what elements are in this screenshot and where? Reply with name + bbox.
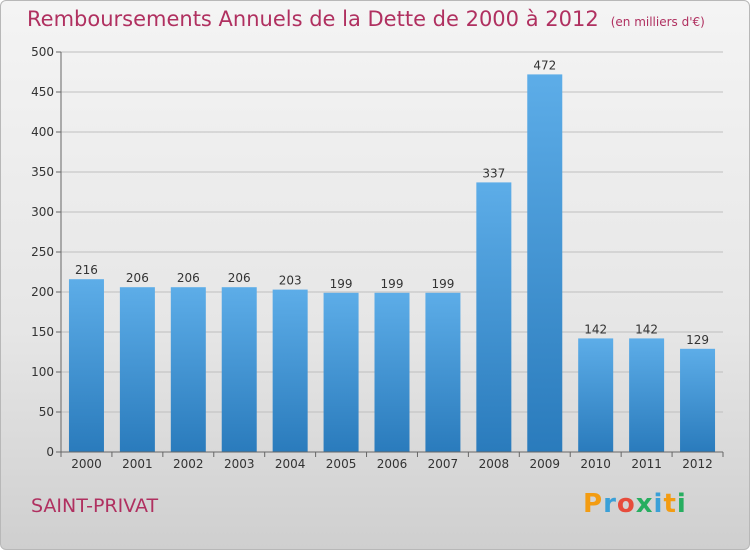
x-axis-ticks: 2000 2001 2002 2003 2004 2005 2006 2007 2008 2009… bbox=[60, 452, 724, 471]
logo-letter: o bbox=[616, 489, 636, 519]
data-label: 142 bbox=[635, 322, 658, 336]
bar bbox=[119, 287, 155, 452]
x-tick-label: 2002 bbox=[173, 457, 204, 471]
data-label: 199 bbox=[431, 277, 454, 291]
data-label: 199 bbox=[330, 277, 353, 291]
data-label: 206 bbox=[126, 271, 149, 285]
y-tick-label: 300 bbox=[31, 205, 54, 219]
x-tick-label: 2007 bbox=[428, 457, 459, 471]
y-tick-label: 500 bbox=[31, 45, 54, 59]
bar bbox=[629, 338, 665, 452]
logo-letter: x bbox=[635, 489, 654, 519]
data-label: 337 bbox=[482, 166, 505, 180]
town-name: SAINT-PRIVAT bbox=[31, 495, 159, 517]
data-label: 199 bbox=[381, 277, 404, 291]
data-label: 472 bbox=[533, 58, 556, 72]
bar bbox=[425, 292, 461, 452]
bar bbox=[170, 287, 206, 452]
y-tick-label: 50 bbox=[39, 405, 54, 419]
logo-letter: i bbox=[653, 489, 664, 519]
x-tick-label: 2005 bbox=[326, 457, 357, 471]
y-tick-label: 450 bbox=[31, 85, 54, 99]
data-labels: 216 206 206 206 203 199 199 199 337 472 142 142 129 bbox=[75, 58, 709, 346]
logo-letter: P bbox=[583, 489, 604, 519]
x-tick-label: 2001 bbox=[122, 457, 153, 471]
bar bbox=[68, 279, 104, 452]
logo-letter: t bbox=[663, 489, 677, 519]
x-tick-label: 2004 bbox=[275, 457, 306, 471]
y-tick-label: 100 bbox=[31, 365, 54, 379]
x-tick-label: 2010 bbox=[580, 457, 611, 471]
y-tick-label: 0 bbox=[46, 445, 54, 459]
bar bbox=[272, 289, 308, 452]
proxiti-logo: Proxiti bbox=[583, 489, 687, 519]
logo-letter: i bbox=[676, 489, 687, 519]
x-tick-label: 2003 bbox=[224, 457, 255, 471]
x-tick-label: 2006 bbox=[377, 457, 408, 471]
bar bbox=[527, 74, 563, 453]
x-tick-label: 2012 bbox=[682, 457, 713, 471]
y-tick-label: 350 bbox=[31, 165, 54, 179]
logo-letter: r bbox=[603, 489, 617, 519]
data-label: 142 bbox=[584, 322, 607, 336]
y-tick-label: 400 bbox=[31, 125, 54, 139]
data-label: 203 bbox=[279, 274, 302, 288]
data-label: 206 bbox=[177, 271, 200, 285]
y-tick-label: 150 bbox=[31, 325, 54, 339]
data-label: 216 bbox=[75, 263, 98, 277]
bar bbox=[221, 287, 257, 452]
bar bbox=[476, 182, 512, 452]
bar bbox=[323, 292, 359, 452]
x-tick-label: 2009 bbox=[529, 457, 560, 471]
y-tick-label: 250 bbox=[31, 245, 54, 259]
y-axis-ticks: 0 50 100 150 200 250 300 350 400 450 500 bbox=[31, 45, 61, 459]
title-main: Remboursements Annuels de la Dette de 20… bbox=[27, 7, 599, 31]
x-tick-label: 2000 bbox=[71, 457, 102, 471]
axes bbox=[60, 52, 723, 453]
chart-title: Remboursements Annuels de la Dette de 20… bbox=[27, 7, 705, 31]
bars bbox=[68, 74, 716, 453]
data-label: 206 bbox=[228, 271, 251, 285]
y-tick-label: 200 bbox=[31, 285, 54, 299]
bar bbox=[374, 292, 410, 452]
title-unit: (en milliers d'€) bbox=[610, 15, 705, 29]
x-tick-label: 2008 bbox=[479, 457, 510, 471]
data-label: 129 bbox=[686, 333, 709, 347]
x-tick-label: 2011 bbox=[631, 457, 662, 471]
bar bbox=[680, 348, 716, 452]
bar bbox=[578, 338, 614, 452]
